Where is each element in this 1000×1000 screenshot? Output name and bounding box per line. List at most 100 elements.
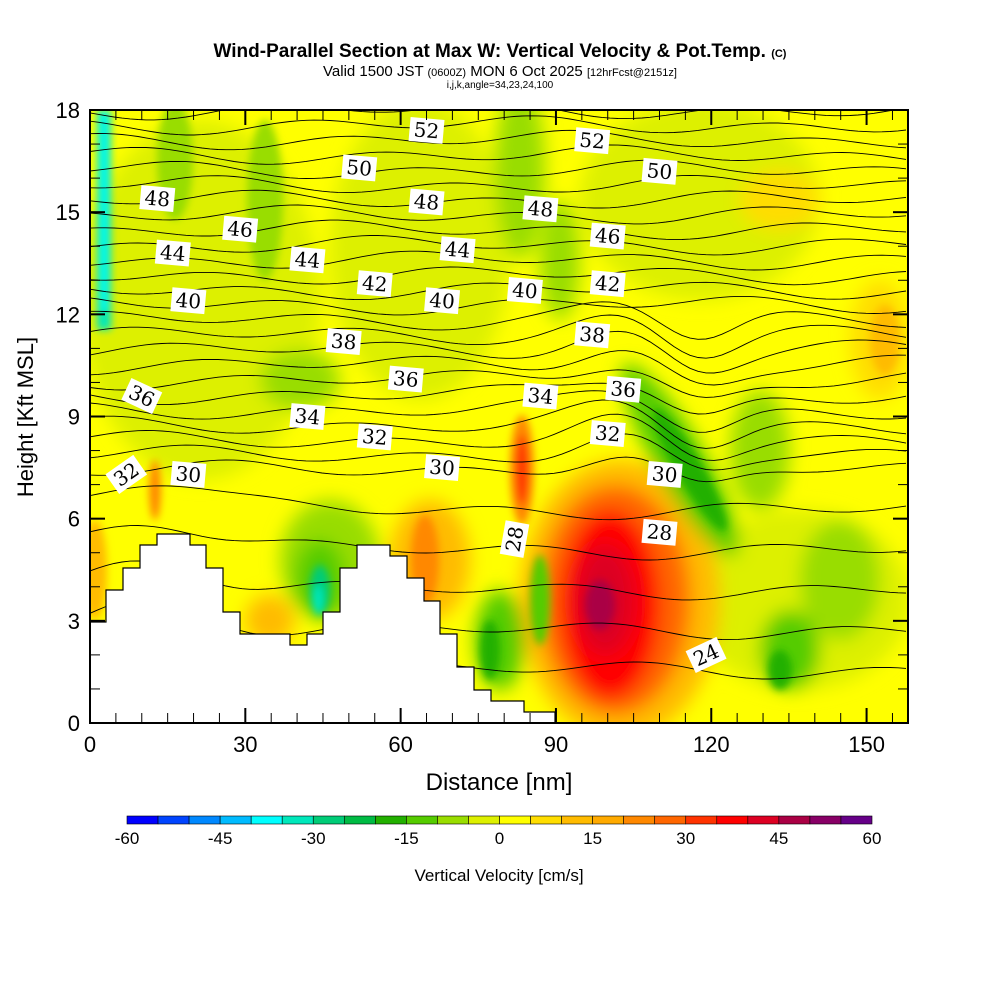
title-mark: (C) [771,48,787,60]
contour-label-text: 52 [578,128,605,154]
contour-label: 40 [424,287,461,315]
contour-label-bg [574,127,611,155]
contour-label: 44 [439,236,476,264]
contour-label-bg [408,188,445,216]
contour-label-bg [387,365,424,393]
contour-label-bg [170,287,207,315]
y-tick-label: 12 [56,302,80,327]
y-axis-label: Height [Kft MSL] [13,337,38,497]
velocity-shade [330,110,510,400]
y-tick-label: 18 [56,98,80,123]
contour-label: 30 [646,460,683,488]
contour-label-text: 32 [361,424,388,450]
contour-label: 36 [605,375,642,403]
velocity-shade [149,460,161,520]
contour-label-bg [105,454,148,494]
contour-label-bg [589,270,626,298]
contour-label-text: 48 [144,185,171,211]
contour-label-bg [356,423,393,451]
theta-contour [90,330,907,374]
contour-label-bg [641,157,678,185]
contour-label-text: 44 [294,247,321,273]
title-text: Wind-Parallel Section at Max W: Vertical… [214,41,766,62]
contour-label-text: 44 [444,237,471,263]
velocity-shade [516,435,528,505]
contour-labels: 52 52 50 50 48 48 48 46 46 44 44 44 42 42 40 40 40 38 38 36… [105,116,727,673]
contour-label-bg [341,154,378,182]
colorbar-swatch [281,815,314,825]
velocity-shade [101,110,107,310]
theta-contour [90,413,907,461]
chart-subtitle: Valid 1500 JST (0600Z) MON 6 Oct 2025 [1… [323,63,677,80]
velocity-shade [313,585,323,615]
contour-label-text: 30 [651,461,678,487]
contour-label: 48 [139,185,176,212]
colorbar-swatch [840,815,873,825]
colorbar-swatch [561,815,593,825]
colorbar-swatch [312,815,345,825]
plot-area: 52 52 50 50 48 48 48 46 46 44 44 44 42 42 40 40 40 38 38 36… [90,110,908,723]
velocity-shade [740,170,820,230]
contour-label-text: 32 [594,420,621,446]
contour-label-text: 46 [594,223,621,249]
velocity-shade [585,580,615,630]
colorbar-swatch [778,815,811,825]
contour-label-text: 34 [294,403,321,429]
contour-label: 44 [154,239,191,267]
contour-label-text: 44 [159,240,186,266]
velocity-shade [480,620,500,680]
contour-label: 30 [424,454,461,482]
contour-label-bg [605,375,642,403]
contour-label-bg [356,270,393,298]
subtitle-utc: (0600Z) [428,67,467,79]
theta-contour [90,189,907,209]
contour-label-text: 30 [428,455,455,481]
contour-label: 36 [387,365,424,393]
contour-label: 34 [289,403,326,430]
chart-title: Wind-Parallel Section at Max W: Vertical… [214,41,787,62]
contour-label: 30 [170,460,207,488]
y-tick-label: 3 [68,609,80,634]
colorbar-swatch [530,815,562,825]
contour-label-text: 28 [501,524,529,553]
colorbar-tick-label: 0 [495,829,504,848]
contour-label-bg [289,403,326,430]
colorbar-swatch [250,815,283,825]
contour-label-bg [522,195,559,223]
theta-contour [90,115,907,136]
subtitle-fcst: [12hrFcst@2151z] [587,67,677,79]
theta-contour [90,525,907,561]
contour-label-bg [154,239,191,267]
contour-label: 38 [325,328,362,356]
contour-label: 34 [522,382,559,410]
colorbar-swatch [468,815,500,825]
colorbar-swatch [685,815,718,825]
contour-label-text: 42 [361,271,388,297]
colorbar-tick-label: 60 [863,829,882,848]
contour-label-bg [121,378,163,415]
colorbar-label: Vertical Velocity [cm/s] [414,866,583,885]
contour-label: 40 [506,277,543,304]
colorbar-swatch [654,815,687,825]
contour-label: 46 [222,215,259,243]
colorbar-swatch [406,815,438,825]
contour-label-bg [424,454,461,482]
y-tick-label: 0 [68,711,80,736]
x-tick-label: 90 [544,732,568,757]
velocity-shade [530,555,550,645]
velocity-shade [495,110,545,260]
contour-label: 48 [522,195,559,223]
velocity-shade [870,305,900,375]
contour-label-bg [641,518,678,546]
contour-label: 46 [589,222,626,250]
colorbar-swatch [343,815,376,825]
contour-label: 28 [641,518,678,546]
velocity-field-detail [90,110,900,690]
velocity-shade [580,110,820,300]
colorbar-swatch [219,815,252,825]
contour-label-text: 40 [428,288,455,314]
contour-label: 52 [574,127,611,155]
velocity-shade [653,409,727,531]
colorbar-swatch [809,815,842,825]
